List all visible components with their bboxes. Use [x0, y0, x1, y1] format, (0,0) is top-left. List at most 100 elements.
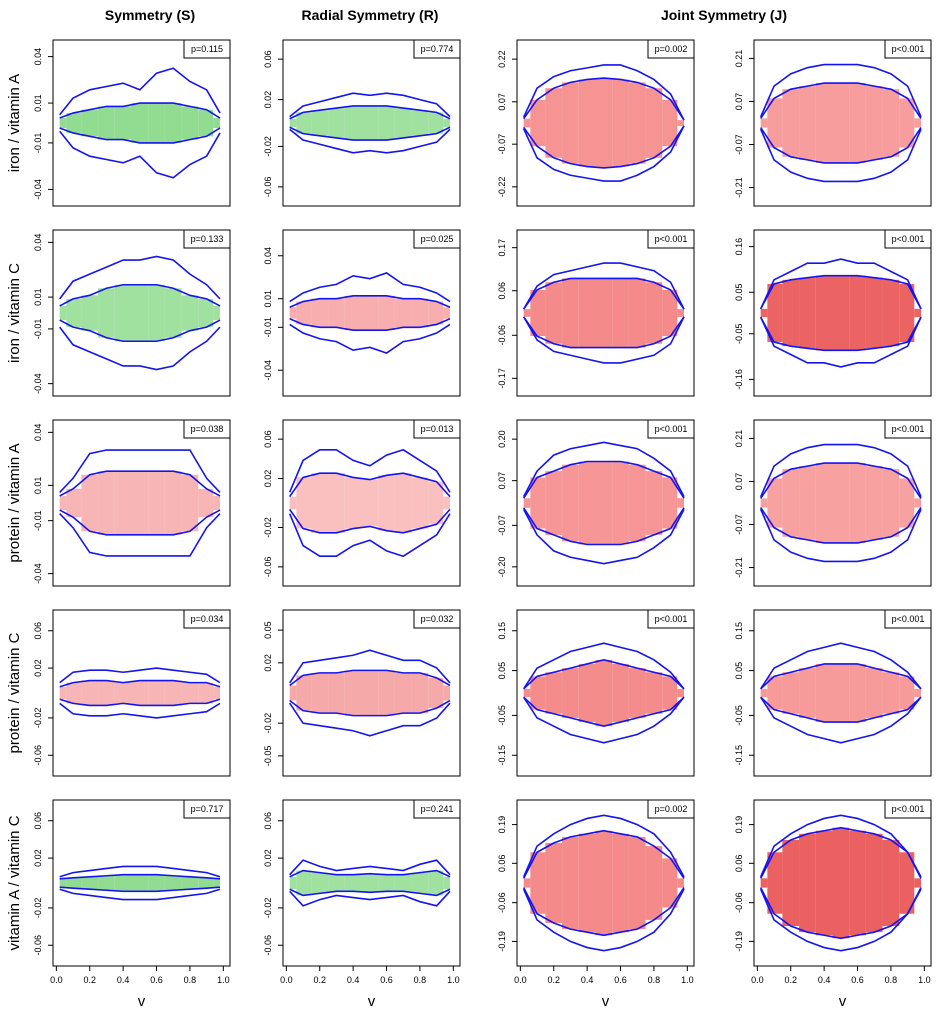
y-tick-label: 0.06: [33, 622, 43, 640]
envelope-line: [289, 295, 451, 309]
envelope-line: [59, 449, 221, 493]
band: [612, 663, 629, 723]
band: [865, 277, 883, 349]
p-value: p=0.115: [191, 44, 223, 54]
band: [523, 118, 531, 128]
y-tick-label: 0.19: [734, 816, 744, 834]
column-title: Radial Symmetry (R): [302, 7, 439, 23]
p-value: p<0.001: [892, 614, 925, 624]
plot-frame: [753, 419, 932, 587]
band: [595, 461, 613, 545]
envelope-line: [289, 649, 451, 684]
y-tick-label: 0.02: [263, 849, 273, 867]
band: [81, 680, 99, 706]
band: [523, 309, 531, 317]
envelope-line: [59, 283, 221, 307]
envelope-line: [289, 92, 451, 118]
band: [296, 675, 312, 711]
envelope-line: [289, 890, 451, 907]
plot-frame: [516, 609, 695, 777]
band: [815, 663, 833, 723]
band: [198, 877, 214, 889]
band: [628, 836, 646, 930]
envelope-line: [523, 658, 685, 690]
x-tick-label: 0.8: [885, 975, 898, 985]
band: [59, 495, 67, 511]
band: [523, 688, 531, 698]
envelope-line: [522, 316, 685, 364]
y-tick-label: 0.07: [497, 472, 507, 490]
y-tick-label: 0.06: [263, 430, 273, 448]
p-value: p=0.002: [655, 44, 688, 54]
band: [361, 105, 379, 141]
band: [148, 284, 165, 342]
band: [311, 672, 329, 714]
band: [677, 309, 684, 317]
envelope-line: [59, 326, 221, 371]
plot-frame: [282, 229, 461, 397]
band: [899, 852, 915, 914]
envelope-line: [759, 316, 922, 368]
band: [545, 282, 563, 344]
x-tick-label: 0.8: [414, 975, 427, 985]
y-tick-label: 0.06: [33, 812, 43, 830]
band: [849, 275, 866, 351]
p-value: p<0.001: [655, 234, 688, 244]
plot-frame: [52, 229, 231, 397]
band: [760, 688, 768, 698]
y-axis-label: iron / vitamin A: [6, 74, 23, 172]
envelope-line: [59, 873, 221, 880]
x-axis-label: v: [138, 993, 146, 1010]
band: [148, 471, 165, 535]
envelope-line: [759, 508, 922, 563]
y-tick-label: -0.04: [33, 373, 43, 394]
band: [378, 105, 395, 141]
p-box: [183, 419, 231, 439]
envelope-line: [289, 508, 451, 534]
band: [411, 872, 429, 894]
p-value: p<0.001: [892, 44, 925, 54]
band: [181, 474, 199, 532]
band: [815, 830, 833, 936]
band: [662, 99, 678, 147]
envelope-line: [289, 888, 451, 897]
band: [645, 672, 663, 714]
p-box: [884, 39, 932, 59]
band: [198, 682, 214, 704]
y-tick-label: -0.05: [734, 705, 744, 726]
y-tick-label: -0.19: [734, 931, 744, 952]
y-tick-label: -0.16: [734, 369, 744, 390]
p-box: [183, 609, 231, 629]
plot-frame: [516, 39, 695, 207]
envelope-line: [759, 274, 922, 310]
p-value: p<0.001: [892, 234, 925, 244]
plot-frame: [52, 799, 231, 967]
band: [882, 839, 900, 927]
band: [198, 298, 214, 328]
envelope-line: [59, 130, 221, 179]
p-value: p<0.001: [892, 804, 925, 814]
band: [131, 471, 149, 535]
envelope-line: [760, 462, 922, 499]
x-tick-label: 0.0: [514, 975, 527, 985]
envelope-line: [59, 886, 221, 893]
envelope-line: [289, 317, 451, 331]
band: [530, 477, 546, 529]
y-tick-label: -0.05: [263, 746, 273, 767]
p-value: p=0.002: [655, 804, 688, 814]
x-tick-label: 0.4: [117, 975, 130, 985]
band: [662, 676, 678, 710]
band: [328, 298, 345, 328]
x-tick-label: 0.6: [851, 975, 864, 985]
band: [832, 827, 850, 939]
y-tick-label: 0.06: [734, 855, 744, 873]
envelope-line: [59, 470, 221, 497]
band: [344, 874, 362, 892]
band: [760, 308, 768, 318]
band: [81, 474, 99, 532]
band: [612, 79, 629, 167]
y-tick-label: -0.04: [33, 179, 43, 200]
band: [677, 120, 684, 126]
y-tick-label: 0.01: [33, 94, 43, 112]
band: [767, 676, 783, 710]
